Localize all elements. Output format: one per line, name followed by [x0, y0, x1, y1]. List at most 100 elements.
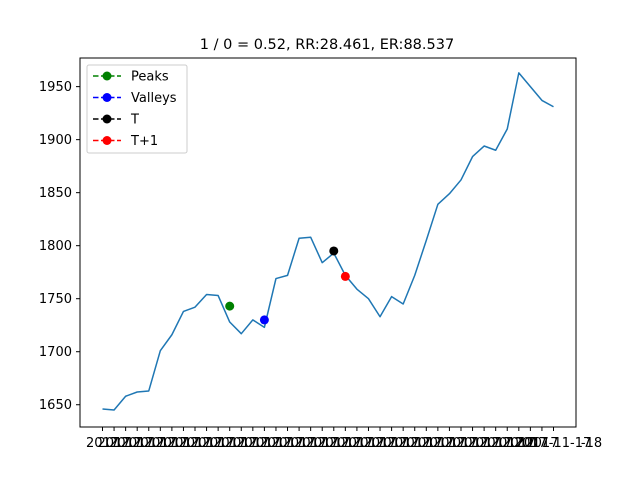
data-point	[308, 234, 314, 240]
marker-valleys	[259, 315, 269, 325]
data-point	[261, 324, 267, 330]
data-point	[446, 191, 452, 197]
x-tick-label: 2017	[525, 436, 558, 451]
x-tick-label: 2017	[352, 436, 385, 451]
x-tick-label: 2017	[155, 436, 188, 451]
y-tick-label: 1750	[39, 292, 72, 307]
x-tick-label: 2017	[86, 436, 119, 451]
legend-box	[86, 64, 188, 154]
data-point	[204, 291, 210, 297]
marker-t	[329, 246, 339, 256]
y-tick-label: 1850	[39, 186, 72, 201]
marker-peaks	[225, 301, 235, 311]
data-point	[481, 143, 487, 149]
x-tick-label: 2017	[329, 436, 362, 451]
data-point	[493, 147, 499, 153]
data-point	[319, 260, 325, 266]
x-tick-label: 2017	[514, 436, 547, 451]
x-tick-label: 2017	[410, 436, 443, 451]
plot-area-frame	[79, 57, 577, 428]
y-tick-label: 1950	[39, 80, 72, 95]
x-tick-label: 2017	[109, 436, 142, 451]
x-tick-label: 2017	[502, 436, 535, 451]
legend-label: T	[130, 113, 139, 128]
data-point	[169, 332, 175, 338]
legend-marker	[102, 114, 112, 124]
legend-marker	[102, 93, 112, 102]
data-point	[423, 237, 429, 243]
x-tick-label: 2017	[236, 436, 269, 451]
x-tick-label: 2017	[491, 436, 524, 451]
x-tick-label: 2017	[479, 436, 512, 451]
data-point	[539, 97, 545, 103]
data-point	[111, 407, 117, 413]
x-tick-label: 2017	[178, 436, 211, 451]
legend-label: T+1	[130, 134, 158, 149]
series-layer	[100, 70, 554, 413]
y-axis: 1650 1700 1750 1800 1850 1900 1950	[39, 80, 80, 413]
x-tick-label: 2017	[283, 436, 316, 451]
data-point	[285, 272, 291, 278]
x-tick-label: 2017	[225, 436, 258, 451]
x-tick-label: 2017	[271, 436, 304, 451]
x-tick-label: -18	[581, 436, 602, 451]
marker-t-1	[340, 271, 350, 281]
x-tick-label: 2017	[167, 436, 200, 451]
x-tick-label: 2017	[363, 436, 396, 451]
data-point	[365, 296, 371, 302]
x-tick-label: 2017	[306, 436, 339, 451]
x-tick-label: 2017	[340, 436, 373, 451]
x-tick-label: 2017	[213, 436, 246, 451]
x-axis: 2017201720172017201720172017201720172017…	[86, 427, 602, 451]
legend-label: Peaks	[131, 70, 169, 85]
data-point	[412, 272, 418, 278]
data-point	[296, 235, 302, 241]
x-tick-label: 2017	[468, 436, 501, 451]
x-tick-label: 2017	[317, 436, 350, 451]
marker-layer	[225, 246, 350, 325]
data-point	[192, 304, 198, 310]
data-point	[123, 393, 129, 399]
x-tick-label: 2017-11-17	[516, 436, 592, 451]
y-tick-label: 1800	[39, 239, 72, 254]
y-tick-label: 1700	[39, 345, 72, 360]
x-tick-label: 2017	[398, 436, 431, 451]
data-point	[146, 388, 152, 394]
x-tick-label: 2017	[121, 436, 154, 451]
data-point	[273, 276, 279, 282]
data-point	[227, 319, 233, 325]
x-tick-label: 2017	[375, 436, 408, 451]
data-point	[157, 348, 163, 354]
data-point	[250, 317, 256, 323]
data-point	[134, 389, 140, 395]
x-tick-label: 2017	[294, 436, 327, 451]
x-tick-label: 2017	[421, 436, 454, 451]
data-point	[400, 301, 406, 307]
x-tick-label: 2017	[456, 436, 489, 451]
data-point	[100, 406, 106, 412]
x-tick-label: 2017	[202, 436, 235, 451]
y-tick-label: 1900	[39, 133, 72, 148]
data-point	[470, 154, 476, 160]
data-point	[516, 70, 522, 76]
data-point	[377, 314, 383, 320]
y-tick-label: 1650	[39, 398, 72, 413]
data-point	[527, 84, 533, 90]
x-tick-label: 2017	[248, 436, 281, 451]
series-line	[102, 72, 554, 411]
x-tick-label: 2017	[259, 436, 292, 451]
legend-marker	[102, 136, 112, 145]
data-point	[504, 126, 510, 132]
data-point	[435, 201, 441, 207]
x-tick-label: 2017	[132, 436, 165, 451]
x-tick-label: 2017	[98, 436, 131, 451]
data-point	[354, 286, 360, 292]
data-point	[215, 293, 221, 299]
chart-title: 1 / 0 = 0.52, RR:28.461, ER:88.537	[200, 37, 454, 53]
legend-label: Valleys	[131, 91, 177, 106]
x-tick-label: 2017	[387, 436, 420, 451]
data-point	[389, 294, 395, 300]
legend: Peaks Valleys T T+1	[86, 64, 188, 154]
